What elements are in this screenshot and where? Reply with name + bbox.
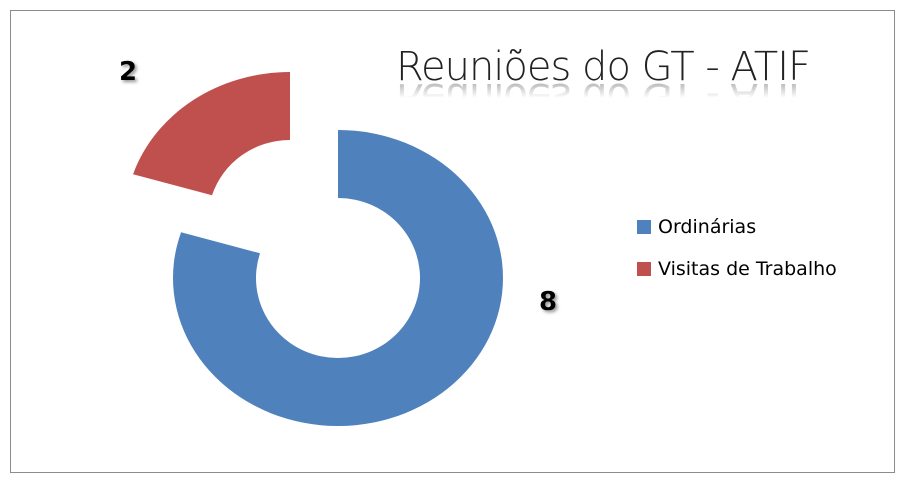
legend-label: Ordinárias (658, 216, 756, 238)
legend-swatch (637, 220, 651, 234)
legend-swatch (637, 262, 651, 276)
title-reflection: Reuniões do GT - ATIF (396, 74, 811, 120)
donut (133, 72, 503, 426)
chart-title: Reuniões do GT - ATIF (396, 44, 810, 90)
data-label: 8 (539, 287, 557, 317)
donut-slice (133, 72, 290, 196)
legend: Ordinárias Visitas de Trabalho (637, 216, 837, 280)
data-label: 2 (119, 57, 137, 87)
legend-label: Visitas de Trabalho (658, 258, 837, 280)
title-reflection-text: Reuniões do GT - ATIF (396, 74, 810, 120)
donut-slice (172, 130, 503, 426)
